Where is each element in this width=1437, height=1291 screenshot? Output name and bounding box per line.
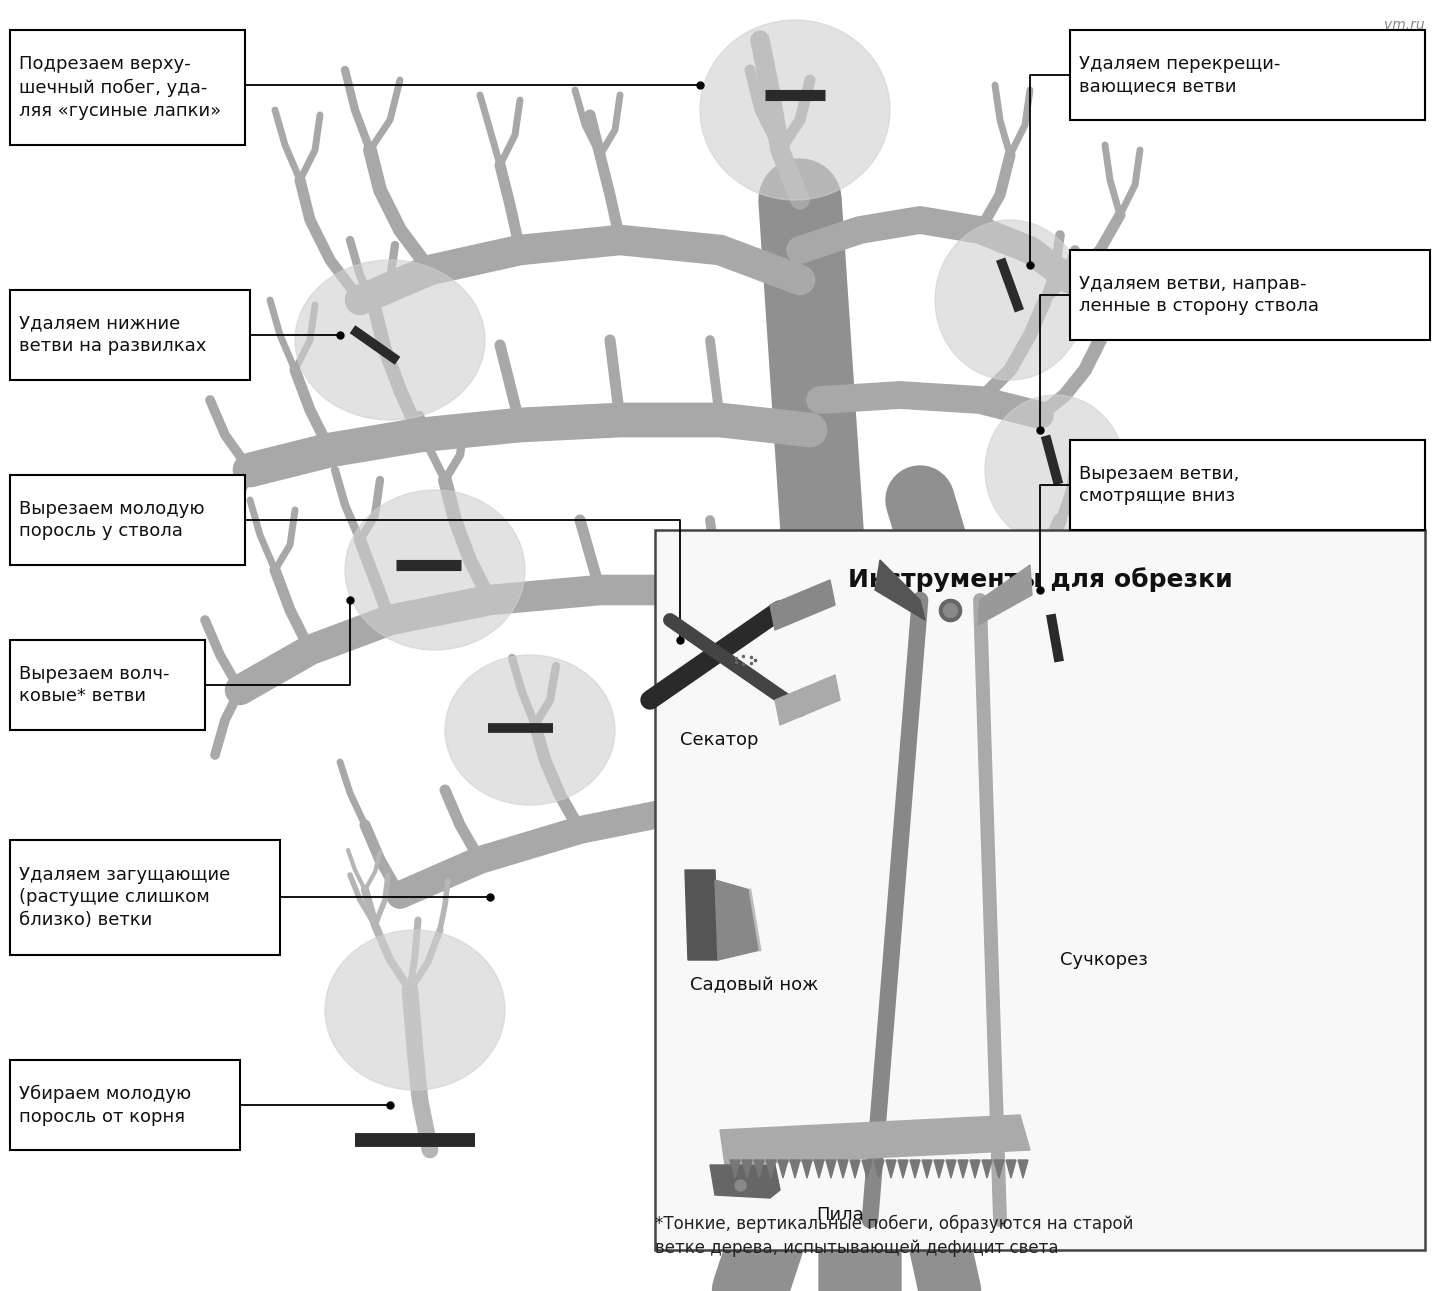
- Polygon shape: [862, 1161, 872, 1177]
- Text: Садовый нож: Садовый нож: [690, 976, 818, 994]
- Polygon shape: [875, 560, 925, 620]
- Polygon shape: [754, 1161, 764, 1177]
- Polygon shape: [710, 1164, 780, 1198]
- Polygon shape: [741, 1161, 752, 1177]
- Text: Вырезаем ветви,
смотрящие вниз: Вырезаем ветви, смотрящие вниз: [1079, 465, 1239, 506]
- Polygon shape: [813, 1161, 823, 1177]
- Polygon shape: [716, 880, 760, 961]
- FancyBboxPatch shape: [10, 30, 244, 145]
- FancyBboxPatch shape: [10, 290, 250, 380]
- Polygon shape: [766, 1161, 776, 1177]
- Text: Инструменты для обрезки: Инструменты для обрезки: [848, 568, 1233, 593]
- Text: vm.ru: vm.ru: [1384, 18, 1426, 32]
- Polygon shape: [851, 1161, 859, 1177]
- Ellipse shape: [445, 655, 615, 806]
- Text: Вырезаем молодую
поросль у ствола: Вырезаем молодую поросль у ствола: [19, 500, 204, 541]
- Polygon shape: [777, 1161, 787, 1177]
- FancyBboxPatch shape: [655, 531, 1426, 1250]
- Polygon shape: [887, 1161, 897, 1177]
- Text: Удаляем ветви, направ-
ленные в сторону ствола: Удаляем ветви, направ- ленные в сторону …: [1079, 275, 1319, 315]
- Ellipse shape: [700, 19, 890, 200]
- Polygon shape: [720, 1115, 1030, 1164]
- Polygon shape: [775, 675, 841, 726]
- Polygon shape: [910, 1161, 920, 1177]
- Polygon shape: [730, 1161, 740, 1177]
- Text: Пила: Пила: [816, 1206, 864, 1224]
- Polygon shape: [934, 1161, 944, 1177]
- FancyBboxPatch shape: [10, 840, 280, 955]
- Polygon shape: [838, 1161, 848, 1177]
- Text: Вырезаем волч-
ковые* ветви: Вырезаем волч- ковые* ветви: [19, 665, 170, 705]
- Polygon shape: [898, 1161, 908, 1177]
- Text: Секатор: Секатор: [680, 731, 759, 749]
- FancyBboxPatch shape: [1071, 250, 1430, 340]
- Polygon shape: [981, 1161, 992, 1177]
- Polygon shape: [685, 870, 718, 961]
- FancyBboxPatch shape: [1071, 440, 1426, 531]
- Text: Сучкорез: Сучкорез: [1061, 951, 1148, 970]
- Polygon shape: [923, 1161, 933, 1177]
- FancyBboxPatch shape: [10, 475, 244, 565]
- Polygon shape: [1006, 1161, 1016, 1177]
- Text: Убираем молодую
поросль от корня: Убираем молодую поросль от корня: [19, 1084, 191, 1126]
- Ellipse shape: [295, 259, 486, 420]
- Polygon shape: [979, 565, 1032, 625]
- FancyBboxPatch shape: [1071, 30, 1426, 120]
- Ellipse shape: [990, 571, 1129, 710]
- FancyBboxPatch shape: [10, 640, 205, 729]
- Polygon shape: [970, 1161, 980, 1177]
- Text: Подрезаем верху-
шечный побег, уда-
ляя «гусиные лапки»: Подрезаем верху- шечный побег, уда- ляя …: [19, 56, 221, 120]
- Polygon shape: [958, 1161, 969, 1177]
- Text: Удаляем нижние
ветви на развилках: Удаляем нижние ветви на развилках: [19, 315, 207, 355]
- Ellipse shape: [984, 395, 1125, 545]
- Text: Удаляем загущающие
(растущие слишком
близко) ветки: Удаляем загущающие (растущие слишком бли…: [19, 865, 230, 930]
- Polygon shape: [770, 580, 835, 630]
- Ellipse shape: [325, 930, 504, 1090]
- Ellipse shape: [935, 219, 1085, 380]
- Polygon shape: [1017, 1161, 1027, 1177]
- Ellipse shape: [345, 491, 525, 649]
- FancyBboxPatch shape: [10, 1060, 240, 1150]
- Polygon shape: [994, 1161, 1004, 1177]
- Polygon shape: [826, 1161, 836, 1177]
- Polygon shape: [802, 1161, 812, 1177]
- Polygon shape: [790, 1161, 800, 1177]
- Polygon shape: [874, 1161, 884, 1177]
- Polygon shape: [946, 1161, 956, 1177]
- Text: Удаляем перекрещи-
вающиеся ветви: Удаляем перекрещи- вающиеся ветви: [1079, 54, 1280, 96]
- Text: *Тонкие, вертикальные побеги, образуются на старой
ветке дерева, испытывающей де: *Тонкие, вертикальные побеги, образуются…: [655, 1215, 1134, 1257]
